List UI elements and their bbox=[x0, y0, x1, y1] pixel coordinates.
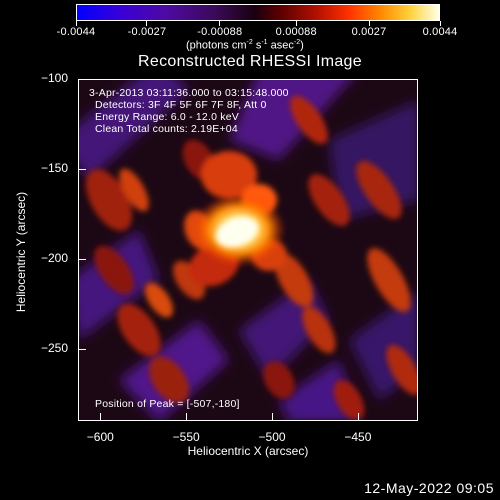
emission-blob bbox=[85, 169, 133, 231]
colorbar-tick-label: -0.0027 bbox=[127, 26, 167, 38]
info-clean-counts: Clean Total counts: 2.19E+04 bbox=[95, 123, 238, 135]
colorbar-tick-mark bbox=[295, 21, 297, 26]
reconstructed-image bbox=[79, 80, 417, 420]
emission-blob bbox=[302, 306, 336, 354]
colorbar-tick-mark bbox=[146, 21, 148, 26]
y-tick-label: −100 bbox=[40, 71, 68, 85]
y-tick-label: −150 bbox=[40, 161, 68, 175]
y-tick-mark bbox=[78, 349, 86, 350]
emission-blob bbox=[144, 282, 174, 318]
colorbar-tick-label: 0.0044 bbox=[422, 26, 458, 38]
x-tick-mark bbox=[272, 413, 274, 421]
emission-blob bbox=[367, 248, 411, 312]
emission-blob bbox=[201, 151, 257, 199]
colorbar-tick-label: -0.00088 bbox=[197, 26, 243, 38]
emission-blob bbox=[173, 260, 205, 300]
x-tick-mark bbox=[100, 413, 102, 421]
x-tick-label: −500 bbox=[258, 430, 286, 444]
info-peak-position: Position of Peak = [-507,-180] bbox=[95, 398, 240, 410]
rhessi-image-plot: 3-Apr-2013 03:11:36.000 to 03:15:48.000 … bbox=[78, 79, 418, 421]
emission-blob bbox=[119, 168, 149, 212]
emission-blob bbox=[333, 380, 365, 420]
emission-blob bbox=[149, 356, 189, 404]
negative-emission-band bbox=[229, 80, 351, 160]
emission-blob bbox=[386, 345, 417, 395]
negative-emission-band bbox=[79, 80, 189, 180]
colorbar-tick-mark bbox=[75, 21, 77, 26]
colorbar-tick-mark bbox=[219, 21, 221, 26]
colorbar-tick-mark bbox=[368, 21, 370, 26]
emission-blob bbox=[308, 174, 350, 226]
colorbar-tick-label: 0.00088 bbox=[275, 26, 317, 38]
colorbar-tick-mark bbox=[439, 21, 441, 26]
peak-core bbox=[215, 216, 259, 248]
y-tick-label: −250 bbox=[40, 341, 68, 355]
x-tick-label: −600 bbox=[86, 430, 114, 444]
emission-blob bbox=[117, 303, 161, 357]
colorbar-tick-label: 0.0027 bbox=[351, 26, 387, 38]
emission-blob bbox=[94, 245, 134, 295]
emission-blob bbox=[263, 361, 295, 399]
x-axis-label: Heliocentric X (arcsec) bbox=[187, 444, 309, 458]
info-detectors: Detectors: 3F 4F 5F 6F 7F 8F, Att 0 bbox=[95, 99, 267, 111]
y-tick-mark bbox=[78, 259, 86, 260]
colorbar-tick-label: -0.0044 bbox=[56, 26, 96, 38]
y-tick-mark bbox=[78, 169, 86, 170]
x-tick-mark bbox=[186, 413, 188, 421]
emission-blob bbox=[356, 161, 402, 219]
colorbar-units: (photons cm-2 s-1 asec-2) bbox=[186, 39, 304, 52]
image-title: Reconstructed RHESSI Image bbox=[138, 53, 362, 70]
emission-blob bbox=[290, 96, 328, 144]
y-tick-label: −200 bbox=[40, 251, 68, 265]
y-axis-label: Heliocentric Y (arcsec) bbox=[14, 191, 28, 313]
info-energy-range: Energy Range: 6.0 - 12.0 keV bbox=[95, 111, 239, 123]
x-tick-mark bbox=[357, 413, 359, 421]
timestamp: 12-May-2022 09:05 bbox=[364, 480, 494, 496]
info-time-range: 3-Apr-2013 03:11:36.000 to 03:15:48.000 bbox=[89, 87, 289, 99]
x-tick-label: −450 bbox=[344, 430, 372, 444]
y-tick-mark bbox=[78, 79, 86, 80]
colorbar bbox=[76, 4, 440, 21]
emission-blob bbox=[274, 253, 314, 307]
x-tick-label: −550 bbox=[172, 430, 200, 444]
